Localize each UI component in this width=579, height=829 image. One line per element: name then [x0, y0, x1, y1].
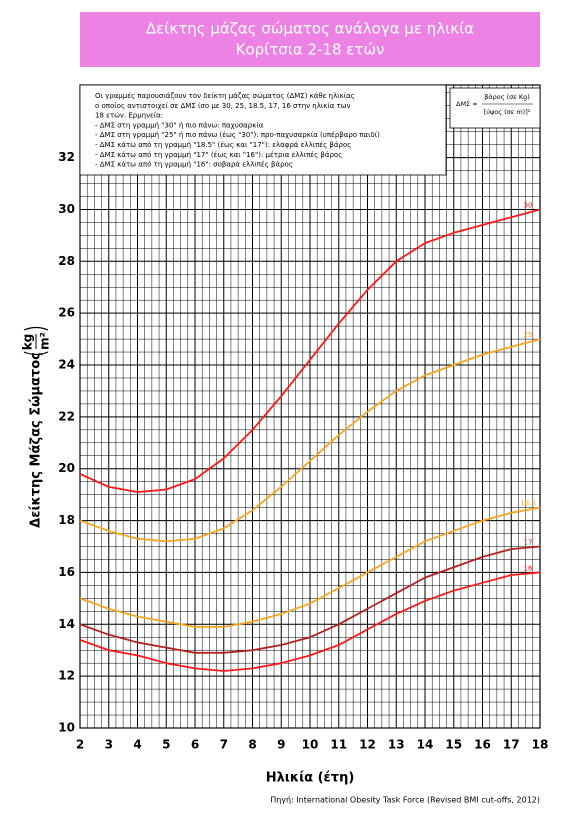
title-box — [80, 12, 540, 67]
x-tick-label: 15 — [445, 738, 462, 752]
y-tick-label: 32 — [58, 150, 75, 164]
x-tick-label: 13 — [388, 738, 405, 752]
x-tick-label: 3 — [105, 738, 113, 752]
series-end-label: 18.5 — [520, 500, 536, 508]
x-tick-label: 2 — [76, 738, 84, 752]
info-line: ο οποίος αντιστοιχεί σε ΔΜΣ ίσο με 30, 2… — [95, 102, 351, 110]
formula-denominator: [ύψος (σε m)]² — [484, 108, 531, 116]
paren — [23, 351, 49, 356]
info-line: 18 ετών. Ερμηνεία: — [95, 112, 163, 120]
x-tick-label: 10 — [302, 738, 319, 752]
info-line: - ΔΜΣ στη γραμμή "25" ή πιο πάνω (έως "3… — [95, 131, 380, 139]
series-line — [79, 571, 541, 672]
series-line — [79, 208, 541, 493]
lines: 30 25 18.5 17 16 — [79, 201, 541, 672]
y-tick-label: 10 — [58, 721, 75, 735]
formula-lhs: ΔΜΣ = — [456, 100, 478, 108]
series-line — [79, 338, 541, 543]
x-tick-label: 4 — [133, 738, 141, 752]
formula-numerator: βάρος (σε Kg) — [484, 93, 530, 101]
y-unit-numerator: kg — [21, 334, 35, 351]
x-tick-label: 6 — [191, 738, 199, 752]
series-end-label: 16 — [524, 564, 533, 572]
chart-title: Δείκτης μάζας σώματος ανάλογα με ηλικία — [146, 20, 474, 38]
x-tick-label: 12 — [359, 738, 376, 752]
y-tick-label: 12 — [58, 669, 75, 683]
y-axis-label: Δείκτης Μάζας Σώματος kg m² — [21, 326, 52, 528]
info-line: Οι γραμμές παρουσιάζουν τον δείκτη μάζας… — [95, 92, 355, 100]
info-line: - ΔΜΣ κάτω από τη γραμμή "16": σοβαρά ελ… — [95, 161, 293, 169]
y-tick-label: 30 — [58, 202, 75, 216]
info-line: - ΔΜΣ κάτω από τη γραμμή "17" (έως και "… — [95, 151, 342, 159]
series-line — [79, 506, 541, 628]
x-tick-label: 17 — [503, 738, 520, 752]
series-end-label: 17 — [524, 539, 533, 547]
y-axis-label-text: Δείκτης Μάζας Σώματος — [29, 352, 44, 528]
x-tick-label: 11 — [330, 738, 347, 752]
info-line: - ΔΜΣ κάτω από τη γραμμή "18.5" (έως και… — [95, 141, 351, 149]
y-tick-label: 18 — [58, 513, 75, 527]
y-tick-label: 20 — [58, 461, 75, 475]
x-tick-label: 14 — [417, 738, 434, 752]
y-tick-label: 28 — [58, 254, 75, 268]
info-line: - ΔΜΣ στη γραμμή "30" ή πιο πάνω: παχυσα… — [95, 121, 264, 129]
x-tick-label: 18 — [532, 738, 549, 752]
x-axis-label: Ηλικία (έτη) — [266, 771, 355, 786]
y-unit-denominator: m² — [38, 332, 52, 350]
info-box — [79, 84, 447, 176]
series-end-label: 25 — [524, 331, 533, 339]
grid: 2 3 4 5 6 7 8 9 10 11 12 13 14 15 16 17 18 10 12 14 16 18 20 22… — [58, 84, 549, 752]
y-tick-label: 24 — [58, 358, 75, 372]
y-tick-label: 26 — [58, 306, 75, 320]
x-tick-label: 8 — [248, 738, 256, 752]
series-line — [79, 545, 541, 654]
series-end-label: 30 — [524, 201, 533, 209]
info-text: Οι γραμμές παρουσιάζουν τον δείκτη μάζας… — [95, 92, 380, 169]
y-tick-label: 14 — [58, 617, 75, 631]
x-tick-label: 9 — [277, 738, 285, 752]
chart-subtitle: Κορίτσια 2-18 ετών — [236, 41, 385, 59]
y-tick-label: 22 — [58, 409, 75, 423]
y-tick-label: 16 — [58, 565, 75, 579]
paren — [23, 326, 49, 331]
formula-box — [449, 87, 541, 129]
source: Πηγή: International Obesity Task Force (… — [270, 796, 540, 805]
x-tick-label: 16 — [474, 738, 491, 752]
x-tick-label: 5 — [162, 738, 170, 752]
x-tick-label: 7 — [220, 738, 228, 752]
